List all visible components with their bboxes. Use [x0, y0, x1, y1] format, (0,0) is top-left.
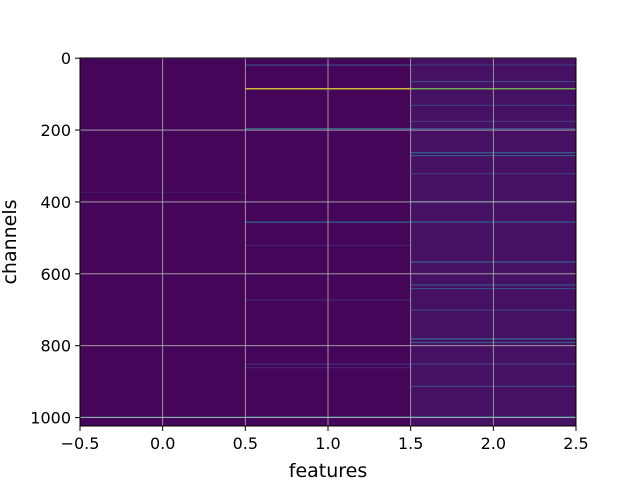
- y-axis-label: channels: [0, 199, 21, 284]
- y-tick-label-0: 0: [61, 49, 71, 68]
- y-axis-ticks: 0 200 400 600 800 1000: [30, 49, 80, 428]
- x-tick-label-6: 2.5: [563, 434, 588, 453]
- y-tick-label-4: 800: [40, 337, 71, 356]
- x-tick-label-0: −0.5: [61, 434, 100, 453]
- x-tick-label-3: 1.0: [315, 434, 340, 453]
- y-tick-label-1: 200: [40, 121, 71, 140]
- x-axis-ticks: −0.5 0.0 0.5 1.0 1.5 2.0 2.5: [61, 426, 589, 453]
- y-tick-label-5: 1000: [30, 409, 71, 428]
- x-axis-label: features: [289, 460, 368, 480]
- x-tick-label-4: 1.5: [398, 434, 423, 453]
- x-tick-label-5: 2.0: [481, 434, 506, 453]
- x-tick-label-2: 0.5: [233, 434, 258, 453]
- y-tick-label-3: 600: [40, 265, 71, 284]
- x-tick-label-1: 0.0: [150, 434, 175, 453]
- y-tick-label-2: 400: [40, 193, 71, 212]
